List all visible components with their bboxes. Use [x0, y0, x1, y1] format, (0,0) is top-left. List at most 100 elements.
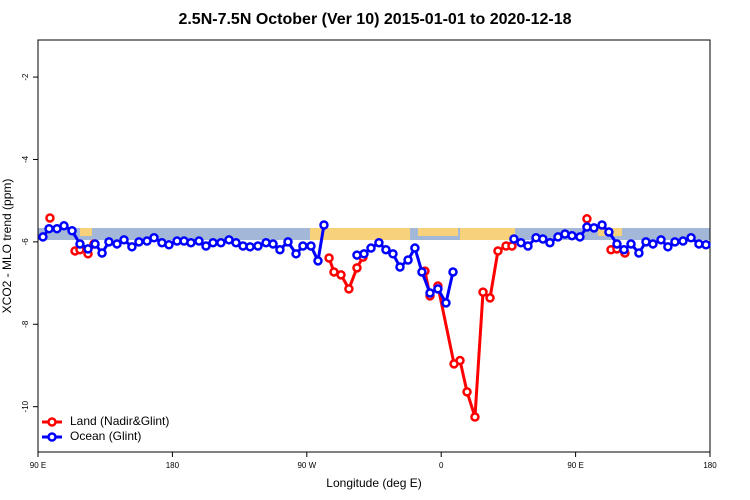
point	[164, 240, 174, 250]
point	[366, 243, 376, 253]
point	[670, 237, 680, 247]
point	[275, 244, 285, 255]
point	[417, 267, 427, 277]
point	[298, 241, 308, 251]
point	[59, 221, 69, 231]
point	[374, 237, 384, 248]
land-strip	[460, 228, 515, 240]
point	[538, 234, 548, 244]
point	[231, 237, 241, 248]
point	[470, 412, 480, 422]
point	[344, 284, 354, 294]
point	[478, 287, 488, 297]
legend-marker	[47, 417, 57, 427]
point	[38, 232, 48, 242]
point	[142, 236, 152, 246]
point	[97, 248, 107, 258]
y-tick-label: -4	[21, 155, 30, 163]
point	[112, 239, 122, 249]
point	[455, 355, 465, 366]
point	[253, 241, 263, 251]
y-tick-label: -6	[21, 238, 30, 246]
legend-label: Land (Nadir&Glint)	[70, 414, 169, 428]
x-axis-label: Longitude (deg E)	[326, 476, 421, 490]
point	[410, 243, 420, 253]
x-tick-label: 90 W	[297, 461, 316, 470]
point	[395, 262, 405, 272]
point	[686, 233, 696, 243]
point	[656, 235, 666, 245]
point	[352, 263, 362, 273]
legend-label: Ocean (Glint)	[70, 429, 141, 443]
y-tick-label: -2	[21, 73, 30, 81]
land-strip	[418, 228, 458, 236]
point	[186, 237, 196, 248]
point	[462, 387, 472, 397]
x-tick-label: 0	[439, 461, 444, 470]
point	[134, 237, 144, 247]
point	[634, 248, 644, 258]
y-tick-label: -8	[21, 320, 30, 328]
point	[493, 246, 503, 256]
point	[44, 223, 54, 234]
point	[582, 214, 592, 224]
point	[104, 237, 114, 247]
chart-title: 2.5N-7.5N October (Ver 10) 2015-01-01 to…	[178, 11, 571, 28]
point	[306, 241, 316, 251]
point	[245, 242, 255, 252]
point	[523, 241, 533, 251]
point	[516, 237, 526, 248]
legend: Land (Nadir&Glint)Ocean (Glint)	[42, 414, 169, 443]
point	[291, 249, 301, 259]
point	[485, 293, 495, 303]
y-axis-label: XCO2 - MLO trend (ppm)	[0, 179, 14, 314]
series-line	[74, 243, 626, 418]
point	[619, 244, 629, 255]
point	[194, 236, 204, 246]
point	[648, 239, 658, 249]
y-tick-label: -10	[21, 400, 30, 412]
point	[604, 227, 614, 237]
x-tick-label: 90 E	[30, 461, 46, 470]
land-strip	[80, 228, 92, 236]
point	[201, 241, 211, 251]
point	[127, 242, 137, 252]
point	[612, 239, 622, 249]
point	[336, 270, 346, 280]
point	[67, 226, 77, 236]
point	[545, 237, 555, 248]
x-tick-label: 180	[166, 461, 180, 470]
point	[388, 249, 398, 259]
point	[433, 284, 443, 294]
point	[663, 242, 673, 252]
point	[441, 298, 451, 308]
point	[575, 232, 585, 242]
point	[567, 230, 577, 241]
point	[149, 233, 159, 243]
point	[381, 244, 391, 255]
point	[324, 253, 334, 263]
legend-marker	[47, 432, 57, 442]
point	[119, 235, 129, 245]
point	[216, 237, 226, 248]
point	[359, 249, 369, 259]
point	[448, 267, 458, 277]
point	[268, 239, 278, 249]
point	[83, 244, 93, 254]
point	[678, 236, 688, 246]
point	[701, 240, 711, 250]
point	[626, 239, 636, 249]
point	[403, 255, 413, 265]
x-tick-label: 90 E	[567, 461, 583, 470]
point	[425, 288, 435, 298]
point	[589, 223, 599, 233]
x-tick-label: 180	[703, 461, 717, 470]
point	[509, 234, 519, 244]
point	[313, 256, 323, 266]
point	[319, 220, 329, 230]
point	[90, 239, 100, 249]
point	[208, 237, 218, 248]
point	[45, 213, 55, 223]
point	[597, 220, 607, 230]
point	[75, 239, 85, 249]
